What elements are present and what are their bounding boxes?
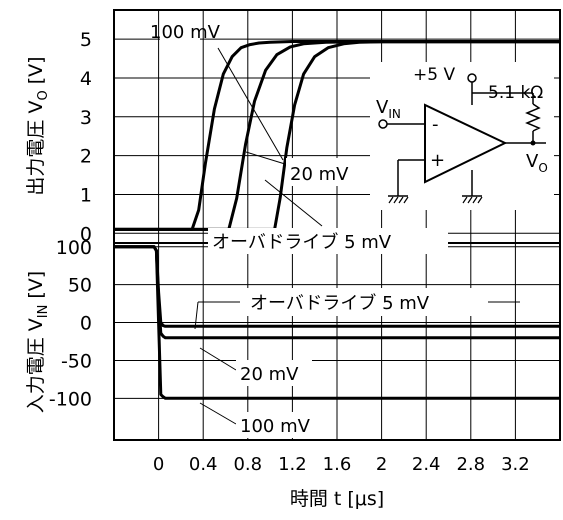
top-annotations: 100 mV 20 mV オーバドライブ 5 mV — [150, 22, 448, 254]
top-trace-2 — [114, 40, 560, 231]
bottom-annotations: オーバドライブ 5 mV 20 mV 100 mV — [194, 288, 520, 438]
annotation-bg-b-20mv — [236, 360, 312, 386]
leader-b-20mv — [199, 347, 237, 371]
supply-label: +5 V — [413, 65, 455, 85]
annotation-bg-5mv — [208, 228, 448, 254]
top-trace-0 — [114, 40, 560, 231]
noninverting-input-sign: + — [430, 150, 445, 171]
xtick-label-0: 0 — [153, 454, 164, 475]
bottom-ytick-label-4: -100 — [49, 388, 92, 410]
annotation-bg-20mv — [286, 158, 362, 186]
resistor-icon — [525, 103, 541, 132]
xtick-label-4: 1.6 — [323, 454, 352, 475]
ground-hatch-icon-2 — [462, 196, 483, 204]
bottom-annotation-20mv: 20 mV — [240, 364, 299, 385]
top-ytick-label-2: 2 — [80, 146, 92, 168]
input-terminal — [378, 119, 388, 129]
input-label: VIN — [376, 97, 401, 121]
bottom-ytick-label-2: 0 — [80, 313, 92, 335]
top-ytick-label-5: 5 — [80, 29, 92, 51]
inverting-input-sign: - — [432, 114, 439, 135]
leader-20mv — [245, 151, 286, 165]
leader-b-100mv — [199, 402, 237, 425]
comparator-symbol — [424, 103, 508, 184]
traces — [114, 40, 560, 400]
top-ytick-label-0: 0 — [80, 223, 92, 245]
bottom-annotation-100mv: 100 mV — [240, 416, 311, 437]
leader-100mv — [217, 47, 284, 161]
annotation-bg-b-100mv — [236, 412, 330, 438]
top-ylabel: 出力電圧 VO [V] — [25, 56, 51, 195]
top-ytick-label-1: 1 — [80, 184, 92, 206]
xtick-label-3: 1.2 — [278, 454, 307, 475]
xtick-label-7: 2.8 — [456, 454, 485, 475]
x-axis-title: 時間 t [μs] — [290, 488, 384, 510]
leader-5mv — [264, 179, 323, 227]
comparator-schematic: - + VIN VO +5 V 5.1 kΩ — [370, 62, 554, 210]
tick-labels: 0 1 2 3 4 5 100 50 0 -50 -100 0 0.4 0.8 1.2 1.6 2 2.4 2.8 3… — [49, 29, 530, 475]
xtick-label-1: 0.4 — [189, 454, 218, 475]
bottom-ytick-label-0: 100 — [56, 237, 92, 259]
annotation-bg-b-5mv — [244, 288, 486, 316]
xtick-label-5: 2 — [376, 454, 387, 475]
top-ytick-label-4: 4 — [80, 68, 92, 90]
top-ytick-label-3: 3 — [80, 107, 92, 129]
bottom-ytick-label-1: 50 — [68, 275, 92, 297]
top-trace-1 — [114, 40, 560, 231]
top-annotation-20mv: 20 mV — [290, 164, 349, 185]
top-annotation-100mv: 100 mV — [150, 22, 221, 43]
supply-terminal — [467, 73, 477, 83]
output-label: VO — [526, 151, 548, 175]
bottom-ylabel: 入力電圧 VIN [V] — [25, 271, 51, 413]
bottom-annotation-5mv: オーバドライブ 5 mV — [250, 292, 430, 314]
xtick-label-2: 0.8 — [233, 454, 262, 475]
xtick-label-8: 3.2 — [501, 454, 530, 475]
xtick-label-6: 2.4 — [412, 454, 441, 475]
leader-b-5mv-down — [194, 301, 199, 330]
bottom-ytick-label-3: -50 — [61, 350, 92, 372]
ground-hatch-icon — [388, 196, 409, 204]
resistor-label: 5.1 kΩ — [488, 83, 543, 103]
top-annotation-5mv: オーバドライブ 5 mV — [212, 231, 392, 253]
bottom-trace-2 — [114, 245, 560, 328]
